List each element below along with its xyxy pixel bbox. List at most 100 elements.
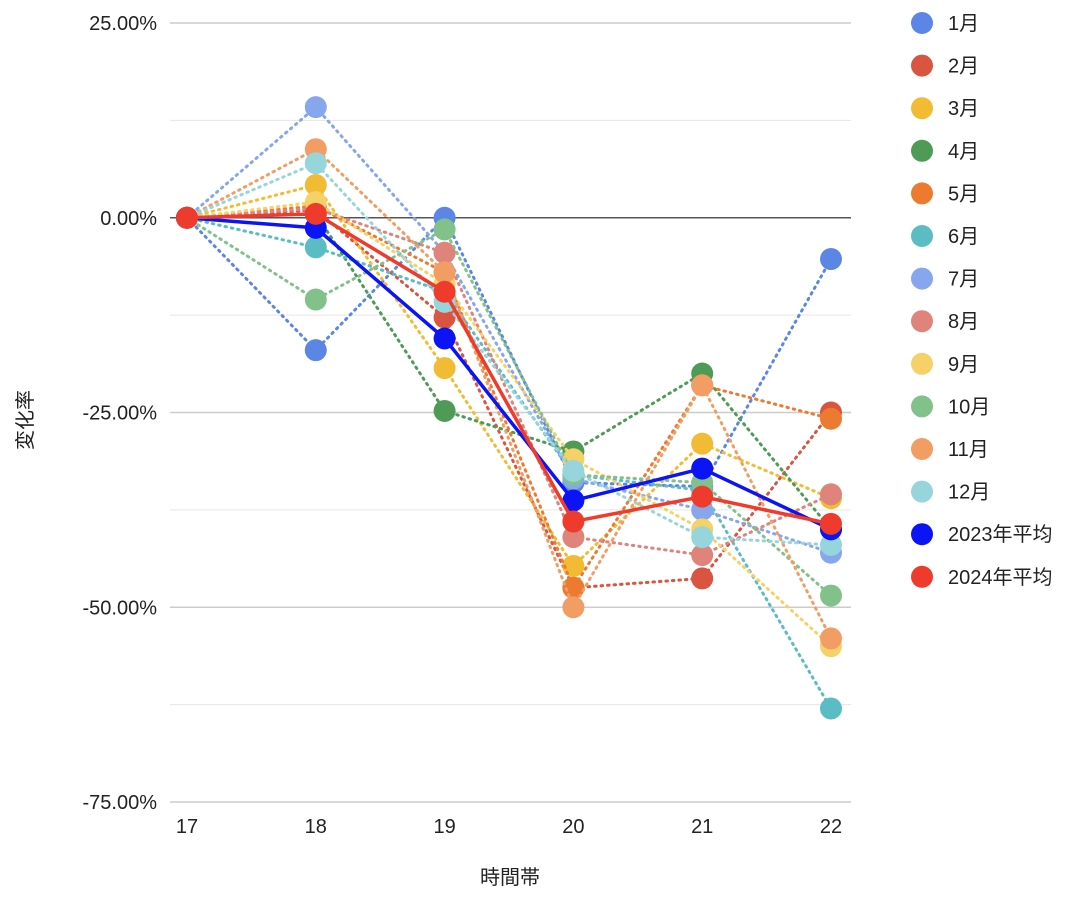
series-line [185,206,833,557]
data-point [562,526,585,549]
legend-marker [911,352,933,375]
legend-marker [911,182,933,205]
legend-label: 12月 [948,482,990,504]
data-point [562,459,585,482]
series-2月 [176,198,842,599]
data-point [304,96,327,119]
y-axis-ticks: 25.00% 0.00% -25.00% -50.00% -75.00% [83,13,158,814]
data-point [820,627,842,650]
legend-item: 4月 [911,139,979,163]
legend-marker [911,225,933,247]
legend-item: 8月 [911,310,979,333]
x-tick-label: 20 [562,816,584,838]
series-line [185,212,833,531]
legend-item: 7月 [911,267,979,291]
series-12月 [176,152,842,556]
legend-marker [911,438,933,460]
y-tick-label: 25.00% [89,13,157,35]
legend-marker [911,12,933,34]
legend-label: 6月 [948,226,979,248]
legend-marker [911,54,933,77]
data-point [562,489,585,512]
series-line [185,204,833,590]
data-point [820,407,842,430]
series-2023年平均 [176,206,842,541]
legend-marker [911,565,933,588]
data-point [820,248,842,271]
legend: 1月 2月 3月 4月 5月 6月 7月 8月 9月 10月 11月 12月 2023年平均 2024年平… [911,12,1053,589]
data-point [691,544,714,567]
y-tick-label: -25.00% [83,403,158,425]
series-line [185,161,833,547]
legend-label: 3月 [948,98,979,120]
data-point [304,288,327,311]
series-line [185,105,833,555]
legend-label: 10月 [948,396,990,418]
legend-label: 2023年平均 [948,523,1053,546]
legend-label: 9月 [948,354,979,376]
series-9月 [176,191,842,658]
data-point [691,432,714,455]
series-line [185,183,833,568]
series-line [185,200,833,648]
series-line [185,216,833,532]
data-point [562,510,585,533]
data-point [176,206,198,229]
data-point [433,218,456,241]
legend-item: 6月 [911,225,979,248]
legend-marker [911,267,933,290]
legend-label: 11月 [948,439,989,461]
data-point [562,576,585,599]
data-point [691,374,714,397]
series-2024年平均 [176,202,842,535]
series-lines [176,96,842,720]
data-point [304,202,327,225]
legend-item: 12月 [911,480,990,504]
data-point [433,241,456,264]
data-point [433,357,456,380]
legend-label: 1月 [948,13,979,35]
x-axis-title: 時間帯 [480,866,540,889]
data-point [433,306,456,329]
data-point [820,483,842,506]
legend-marker [911,97,933,120]
data-point [820,512,842,535]
data-point [820,533,842,556]
legend-label: 7月 [948,269,979,291]
series-line [185,147,833,640]
legend-item: 9月 [911,352,979,376]
data-point [691,485,714,508]
legend-item: 1月 [911,12,979,35]
y-axis-title: 変化率 [14,390,37,450]
series-7月 [176,96,842,564]
x-axis-ticks: 17 18 19 20 21 22 [176,816,842,838]
x-tick-label: 21 [691,816,713,838]
data-point [433,399,456,422]
x-tick-label: 18 [305,816,327,838]
data-point [304,174,327,197]
legend-label: 2024年平均 [948,566,1053,589]
data-point [433,280,456,303]
data-point [562,596,585,619]
legend-marker [911,395,933,418]
data-point [304,339,327,362]
y-tick-label: -75.00% [83,792,158,814]
legend-marker [911,523,933,546]
legend-item: 11月 [911,438,989,461]
legend-marker [911,139,933,162]
legend-item: 5月 [911,182,979,205]
legend-marker [911,480,933,503]
data-point [433,261,456,284]
data-point [304,236,327,259]
legend-label: 5月 [948,183,979,205]
legend-label: 8月 [948,311,979,333]
legend-item: 2月 [911,54,979,78]
data-point [691,526,714,549]
legend-label: 4月 [948,141,979,163]
data-point [691,567,714,590]
legend-item: 2024年平均 [911,565,1053,589]
legend-label: 2月 [948,56,979,78]
y-tick-label: 0.00% [100,208,157,230]
